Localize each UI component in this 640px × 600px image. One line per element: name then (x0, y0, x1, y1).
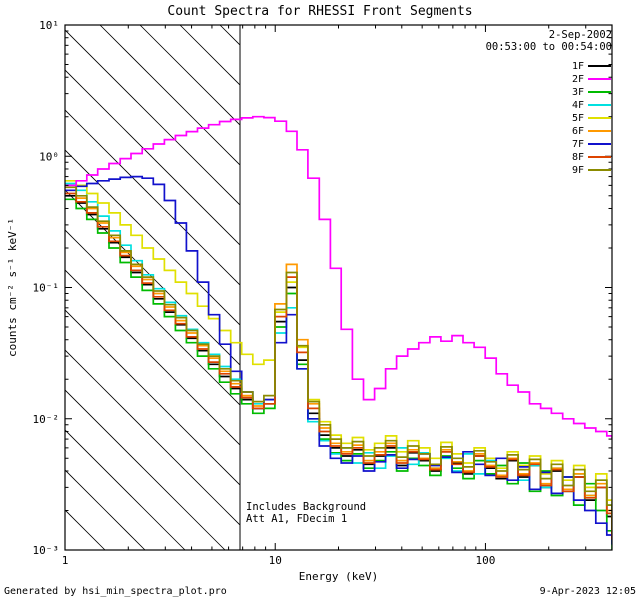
legend-item-3F: 3F (572, 87, 611, 98)
series-line-2F (65, 115, 612, 440)
series-line-9F (65, 186, 612, 531)
hatch-line (65, 229, 241, 406)
time-range-label: 00:53:00 to 00:54:00 (486, 41, 612, 53)
hatch-line (65, 469, 146, 550)
y-tick-label: 10⁻¹ (33, 282, 60, 295)
legend-item-1F: 1F (572, 61, 611, 72)
legend-item-4F: 4F (572, 100, 611, 111)
hatch-line (139, 25, 241, 126)
y-tick-label: 10⁻² (33, 413, 60, 426)
legend-label: 8F (572, 152, 584, 163)
legend-item-7F: 7F (572, 139, 611, 150)
legend-label: 5F (572, 113, 584, 124)
hatch-line (65, 429, 186, 550)
hatch-line (65, 69, 241, 246)
legend-label: 2F (572, 74, 584, 85)
x-tick-label: 10 (269, 554, 282, 567)
background-note: Includes Background (246, 501, 366, 513)
hatch-line (65, 309, 241, 486)
series-lines (65, 115, 612, 550)
legend-label: 7F (572, 139, 584, 150)
legend-label: 3F (572, 87, 584, 98)
series-line-8F (65, 192, 612, 540)
hatch-line (65, 269, 241, 446)
legend-label: 6F (572, 126, 584, 137)
x-tick-label: 100 (475, 554, 495, 567)
hatch-line (65, 109, 241, 286)
legend: 1F 2F 3F 4F 5F 6F 7F 8F 9F (572, 61, 611, 176)
render-timestamp: 9-Apr-2023 12:05 (539, 586, 636, 597)
generator-credit: Generated by hsi_min_spectra_plot.pro (4, 586, 227, 597)
y-tick-label: 10⁰ (39, 150, 59, 163)
y-tick-label: 10¹ (39, 19, 59, 32)
hatch-line (65, 149, 241, 326)
y-axis-label: counts cm⁻² s⁻¹ keV⁻¹ (6, 218, 19, 357)
legend-item-8F: 8F (572, 152, 611, 163)
series-line-3F (65, 198, 612, 550)
axis-ticks (64, 24, 612, 551)
tick-labels: 1 10 100 10¹ 10⁰ 10⁻¹ 10⁻² 10⁻³ (33, 19, 496, 567)
hatch-line (65, 189, 241, 366)
y-tick-label: 10⁻³ (33, 544, 60, 557)
legend-label: 9F (572, 165, 584, 176)
legend-label: 1F (572, 61, 584, 72)
attenuator-note: Att A1, FDecim 1 (246, 513, 347, 525)
hatched-region (65, 25, 241, 550)
legend-label: 4F (572, 100, 584, 111)
legend-item-2F: 2F (572, 74, 611, 85)
x-tick-label: 1 (62, 554, 69, 567)
hatch-line (65, 349, 241, 526)
date-label: 2-Sep-2002 (549, 29, 612, 41)
legend-item-5F: 5F (572, 113, 611, 124)
hatch-line (99, 25, 241, 166)
chart-title: Count Spectra for RHESSI Front Segments (167, 4, 473, 19)
hatch-line (65, 389, 226, 550)
legend-item-9F: 9F (572, 165, 611, 176)
hatch-line (65, 29, 241, 206)
x-axis-label: Energy (keV) (299, 570, 378, 583)
legend-item-6F: 6F (572, 126, 611, 137)
